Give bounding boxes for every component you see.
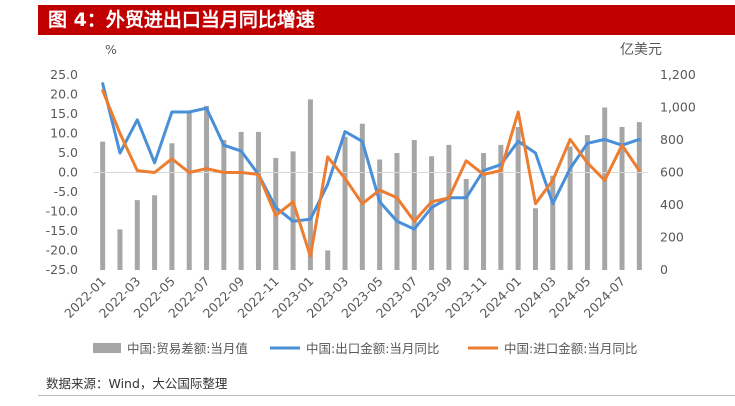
left-axis-tick-label: 20.0 bbox=[50, 87, 78, 102]
left-axis-tick-label: -10.0 bbox=[46, 204, 78, 219]
export-yoy-line bbox=[101, 82, 641, 231]
trade-balance-bar bbox=[532, 208, 538, 270]
trade-balance-bar bbox=[307, 99, 313, 270]
trade-balance-bar bbox=[394, 153, 400, 270]
left-axis-tick-label: 0.0 bbox=[58, 165, 78, 180]
legend-label: 中国:进口金额:当月同比 bbox=[504, 341, 637, 356]
left-axis-tick-label: -20.0 bbox=[46, 243, 78, 258]
trade-balance-bar bbox=[619, 127, 625, 270]
trade-balance-bar bbox=[169, 143, 175, 270]
title-bar: 图 4：外贸进出口当月同比增速 bbox=[38, 5, 735, 35]
trade-balance-bar bbox=[134, 200, 140, 270]
left-axis-tick-label: -15.0 bbox=[46, 223, 78, 238]
trade-balance-bar bbox=[550, 175, 556, 270]
trade-balance-bar bbox=[446, 144, 452, 270]
trade-balance-bar bbox=[359, 123, 365, 270]
source-note: 数据来源：Wind，大公国际整理 bbox=[46, 376, 228, 391]
trade-balance-bar bbox=[290, 151, 296, 270]
right-axis-tick-label: 400 bbox=[660, 197, 684, 212]
page-title: 图 4：外贸进出口当月同比增速 bbox=[48, 9, 315, 31]
left-axis-tick-label: -25.0 bbox=[46, 262, 78, 277]
right-axis-tick-label: 200 bbox=[660, 230, 684, 245]
right-axis-tick-label: 0 bbox=[660, 262, 668, 277]
trade-balance-bar bbox=[567, 146, 573, 270]
trade-balance-bar bbox=[152, 195, 158, 270]
trade-balance-bar bbox=[377, 159, 383, 270]
left-axis-tick-label: 10.0 bbox=[50, 126, 78, 141]
trade-balance-bar bbox=[481, 153, 487, 270]
right-axis-unit: 亿美元 bbox=[620, 42, 662, 58]
source-divider bbox=[38, 395, 735, 396]
trade-balance-bar bbox=[342, 136, 348, 270]
left-axis-tick-label: -5.0 bbox=[54, 184, 78, 199]
trade-balance-bar bbox=[498, 144, 504, 270]
right-axis-tick-label: 600 bbox=[660, 165, 684, 180]
left-axis-unit: % bbox=[105, 42, 117, 57]
trade-balance-bar bbox=[463, 179, 469, 270]
trade-balance-bar bbox=[584, 135, 590, 270]
left-axis-tick-label: 15.0 bbox=[50, 106, 78, 121]
right-axis-tick-label: 1,000 bbox=[660, 100, 696, 115]
right-axis-tick-label: 1,200 bbox=[660, 67, 696, 82]
trade-balance-bar bbox=[221, 140, 227, 270]
import-yoy-line bbox=[101, 89, 641, 258]
trade-balance-bar bbox=[100, 141, 106, 270]
trade-balance-bar bbox=[429, 156, 435, 270]
trade-balance-bar bbox=[636, 122, 642, 270]
trade-balance-bar bbox=[204, 105, 210, 270]
trade-balance-bar bbox=[515, 127, 521, 270]
trade-balance-bar bbox=[602, 107, 608, 270]
trade-balance-bar bbox=[255, 131, 261, 270]
legend-label: 中国:贸易差额:当月值 bbox=[127, 341, 248, 356]
trade-balance-bar bbox=[186, 112, 192, 270]
legend-label: 中国:出口金额:当月同比 bbox=[306, 341, 439, 356]
trade-balance-bar bbox=[117, 229, 123, 270]
right-axis-tick-label: 800 bbox=[660, 132, 684, 147]
trade-balance-bar bbox=[325, 250, 331, 270]
left-axis-tick-label: 5.0 bbox=[58, 145, 78, 160]
left-axis-tick-label: 25.0 bbox=[50, 67, 78, 82]
trade-balance-bar bbox=[238, 131, 244, 270]
legend: 中国:贸易差额:当月值 中国:出口金额:当月同比 中国:进口金额:当月同比 bbox=[93, 341, 637, 356]
trade-balance-bar bbox=[411, 140, 417, 270]
legend-swatch-trade-balance bbox=[93, 343, 121, 353]
